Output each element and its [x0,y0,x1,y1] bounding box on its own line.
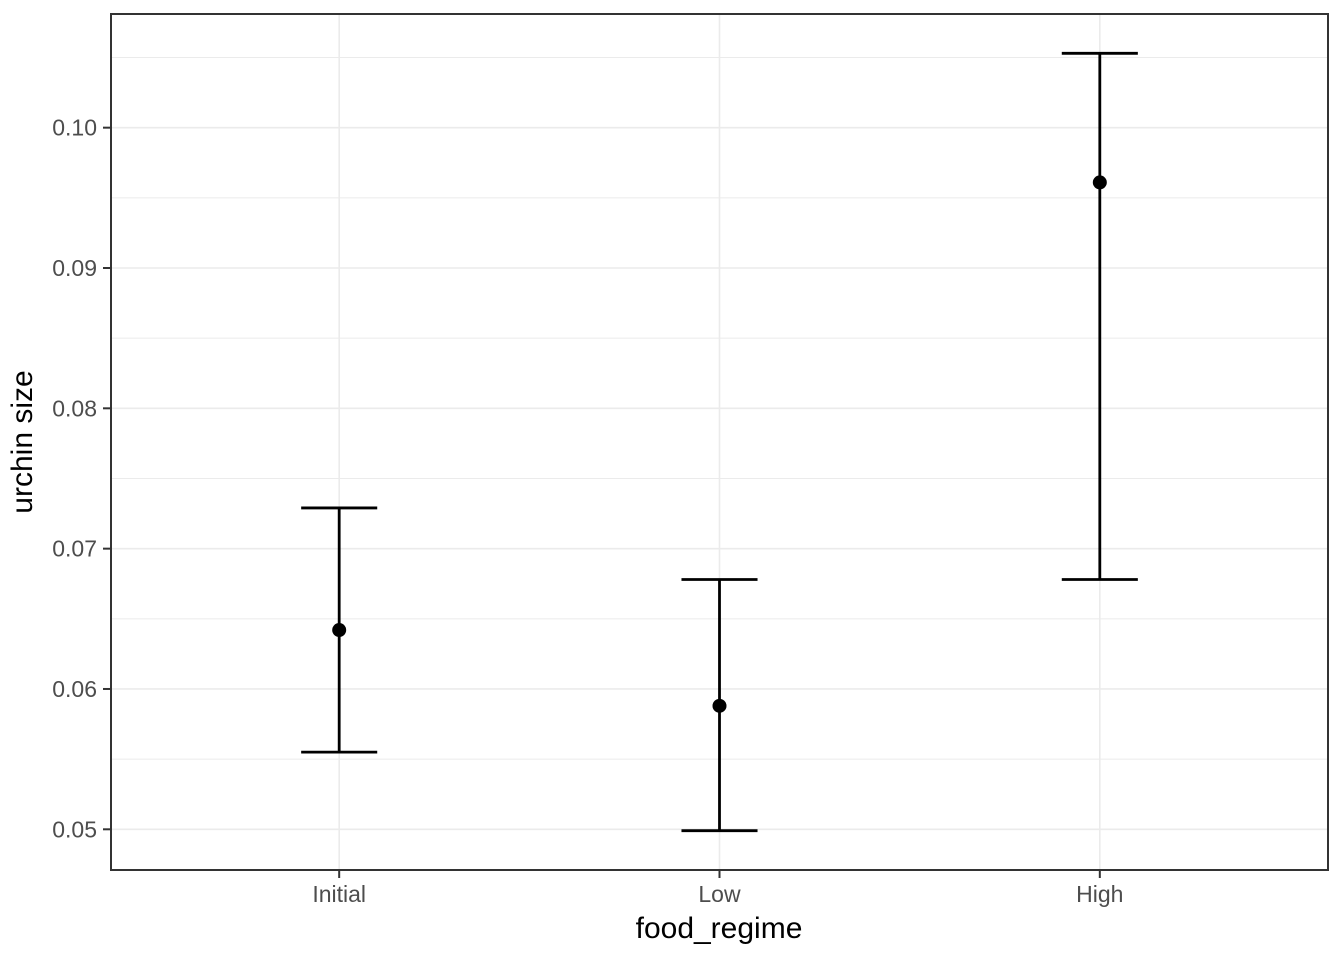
y-tick-label: 0.05 [52,816,97,842]
axis-layer: 0.05 0.06 0.07 0.08 0.09 0.10 Initial Low High [52,115,1123,907]
point-estimate [1092,175,1107,190]
x-tick-label: Low [698,881,741,907]
x-axis-title: food_regime [636,912,803,945]
x-tick-label: High [1076,881,1123,907]
y-tick-label: 0.08 [52,395,97,421]
point-estimate [712,698,727,713]
y-tick-label: 0.10 [52,115,97,141]
y-tick-label: 0.07 [52,536,97,562]
y-tick-label: 0.09 [52,255,97,281]
point-estimate [332,623,347,638]
data-layer [301,51,1138,833]
y-axis-title: urchin size [6,370,39,513]
x-tick-label: Initial [312,881,366,907]
y-tick-label: 0.06 [52,676,97,702]
error-bar [1061,51,1138,581]
